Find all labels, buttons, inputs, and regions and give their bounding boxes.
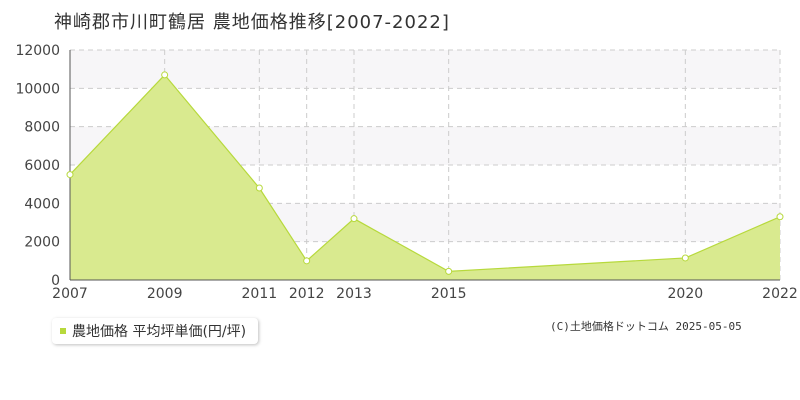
data-point [66,171,74,179]
x-tick-label: 2012 [289,286,325,302]
y-tick-label: 8000 [24,120,60,136]
grid-band [70,50,780,89]
data-point [350,215,358,223]
legend-marker [60,328,66,334]
legend: 農地価格 平均坪単価(円/坪) [52,318,259,344]
x-tick-label: 2009 [147,286,183,302]
data-point [303,257,311,265]
x-tick-label: 2011 [242,286,278,302]
data-point [445,267,453,275]
series-line [69,74,781,272]
x-tick-label: 2015 [431,286,467,302]
x-tick-label: 2013 [336,286,372,302]
y-tick-label: 6000 [24,158,60,174]
y-tick-label: 2000 [24,235,60,251]
y-tick-label: 0 [51,273,60,289]
legend-label: 農地価格 平均坪単価(円/坪) [72,324,247,340]
data-point [776,213,784,221]
y-tick-label: 12000 [15,43,60,59]
data-point [161,71,169,79]
area-fill [70,74,780,281]
y-tick-label: 4000 [24,196,60,212]
x-tick-label: 2020 [668,286,704,302]
y-tick-label: 10000 [15,81,60,97]
chart-title: 神崎郡市川町鶴居 農地価格推移[2007-2022] [54,12,450,33]
copyright-text: (C)土地価格ドットコム 2025-05-05 [550,320,742,333]
x-tick-label: 2022 [762,286,798,302]
x-tick-label: 2007 [52,286,88,302]
data-point [681,254,689,262]
data-point [255,184,263,192]
